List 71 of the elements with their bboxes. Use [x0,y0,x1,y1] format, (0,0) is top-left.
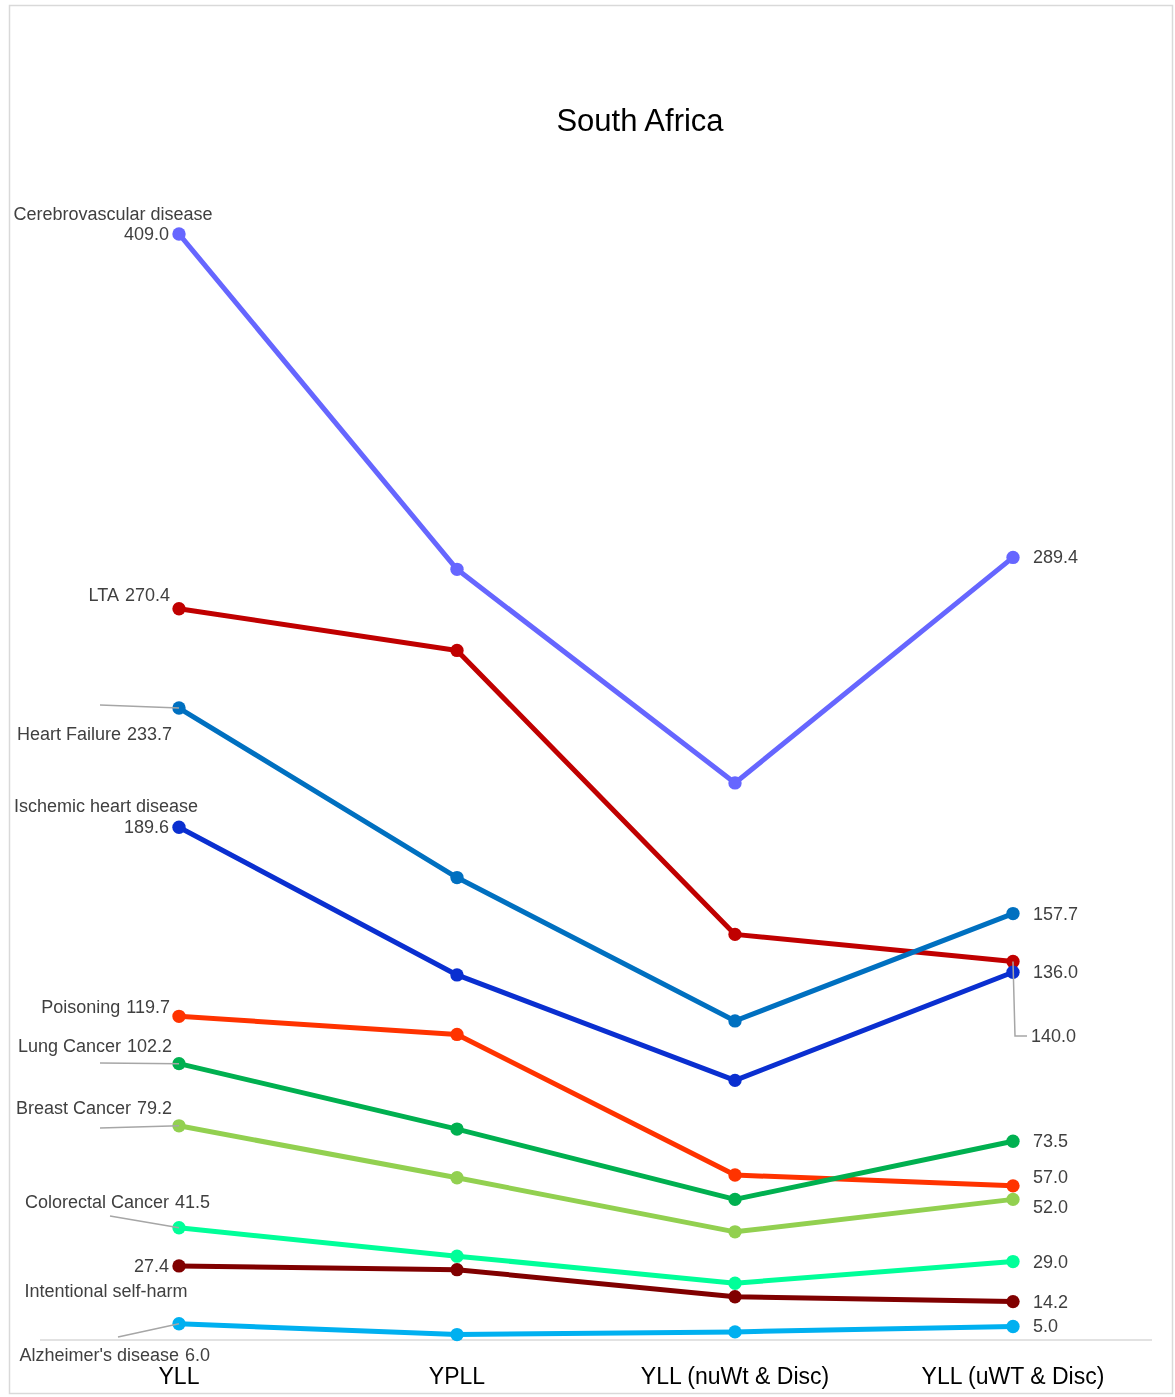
data-label: 6.0 [184,1345,210,1365]
data-label: 270.4 [124,585,170,605]
data-label: 57.0 [1033,1166,1069,1187]
data-label: 73.5 [1033,1131,1069,1152]
point [728,927,742,942]
text: Lung Cancer [17,1036,121,1056]
text: Poisoning [41,997,121,1017]
point [450,1171,464,1185]
point [1006,550,1020,565]
point [450,968,464,982]
point [450,562,464,576]
point [728,1073,742,1088]
point [450,870,464,885]
point [450,1249,464,1263]
point [1006,906,1020,921]
data-label: 136.0 [1033,962,1079,983]
series-label: Colorectal Cancer [24,1192,169,1212]
series-label: Alzheimer's disease [19,1345,179,1365]
x-tick-label: YPLL [428,1363,486,1389]
data-label: 14.2 [1033,1291,1069,1312]
data-label: 140.0 [1031,1026,1077,1046]
point [1006,1319,1020,1334]
point [728,1168,742,1182]
point [172,1259,186,1273]
data-label: 233.7 [126,724,172,744]
point [1006,1192,1020,1207]
data-label: 41.5 [174,1192,210,1212]
point [172,602,186,616]
data-label: 189.6 [123,817,169,838]
point [172,1009,186,1023]
data-label: 27.4 [133,1255,169,1276]
point [728,1192,742,1207]
point [728,1225,742,1239]
data-label: 79.2 [136,1098,172,1118]
point [172,1056,186,1071]
x-tick-label: YLL [158,1363,200,1389]
data-label: 52.0 [1033,1197,1069,1218]
text: Heart Failure [16,724,121,744]
point [450,643,464,658]
point [1006,1134,1020,1148]
point [728,776,742,790]
point [1006,1179,1020,1193]
data-label: 119.7 [126,997,170,1017]
point [450,1263,464,1277]
data-label: 409.0 [123,224,169,244]
point [172,1221,186,1235]
point [728,1276,742,1290]
point [172,820,186,834]
chart-title: South Africa [556,103,725,138]
text: LTA [88,585,119,605]
point [450,1122,464,1136]
point [728,1290,742,1304]
text: Breast Cancer [15,1098,131,1118]
data-label: 102.2 [126,1036,172,1056]
point [1006,1294,1020,1309]
point [172,701,186,715]
series-label: Intentional self-harm [24,1281,188,1301]
data-label: 5.0 [1033,1316,1059,1337]
point [1006,1254,1020,1269]
series-label: Cerebrovascular disease [13,204,213,224]
series-label: Ischemic heart disease [13,796,199,816]
point [450,1327,464,1342]
point [728,1014,742,1028]
point [450,1027,464,1042]
data-label: 157.7 [1033,903,1079,924]
data-label: 29.0 [1033,1251,1069,1272]
x-tick-label: YLL (nuWt & Disc) [640,1363,830,1389]
data-label: 289.4 [1033,547,1079,568]
point [172,227,186,241]
x-tick-label: YLL (uWT & Disc) [921,1363,1105,1389]
point [728,1325,742,1339]
